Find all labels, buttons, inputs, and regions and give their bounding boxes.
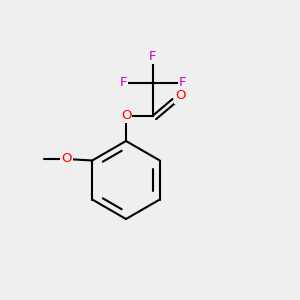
Text: F: F [179, 76, 187, 89]
Text: O: O [175, 89, 185, 103]
Text: O: O [61, 152, 72, 166]
Text: F: F [119, 76, 127, 89]
Text: O: O [121, 109, 131, 122]
Text: F: F [149, 50, 157, 63]
